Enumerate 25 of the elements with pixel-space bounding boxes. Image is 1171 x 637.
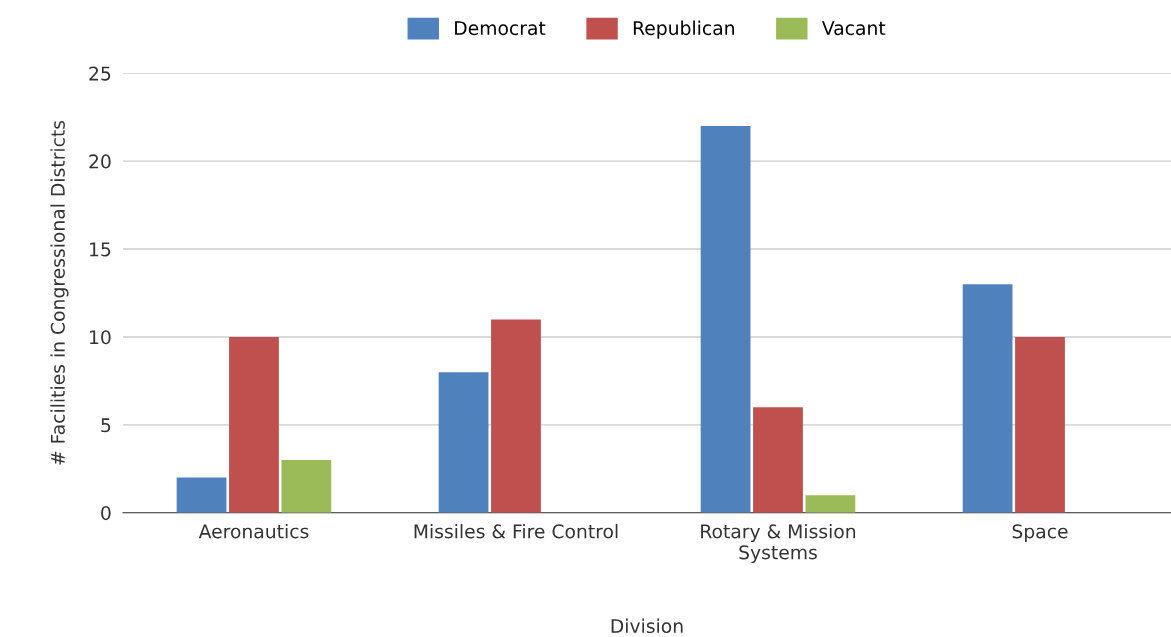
bar [805, 495, 856, 513]
bar [176, 477, 227, 513]
y-tick-label: 10 [90, 330, 111, 345]
x-axis-title: Division [611, 618, 683, 634]
bar [962, 284, 1013, 513]
x-tick-label: Rotary & Mission Systems [701, 523, 856, 564]
legend-label: Democrat [455, 21, 546, 36]
bar [281, 460, 332, 513]
legend-label: Republican [633, 20, 734, 39]
legend-label: Vacant [821, 21, 886, 36]
x-tick-label: Missiles & Fire Control [414, 523, 618, 539]
bar [491, 319, 541, 513]
bar [1015, 336, 1065, 513]
bar [438, 372, 489, 513]
y-axis-title: # Facilities in Congressional Districts [50, 120, 69, 465]
bar [753, 407, 803, 513]
bar [700, 126, 751, 513]
x-tick-label: Space [1012, 524, 1068, 543]
y-tick-label: 5 [101, 418, 111, 433]
bar [229, 336, 279, 513]
y-tick-label: 20 [89, 154, 111, 169]
y-tick-label: 15 [90, 242, 111, 257]
y-tick-label: 25 [89, 66, 111, 81]
x-tick-label: Aeronautics [198, 523, 309, 539]
y-tick-label: 0 [101, 505, 111, 521]
